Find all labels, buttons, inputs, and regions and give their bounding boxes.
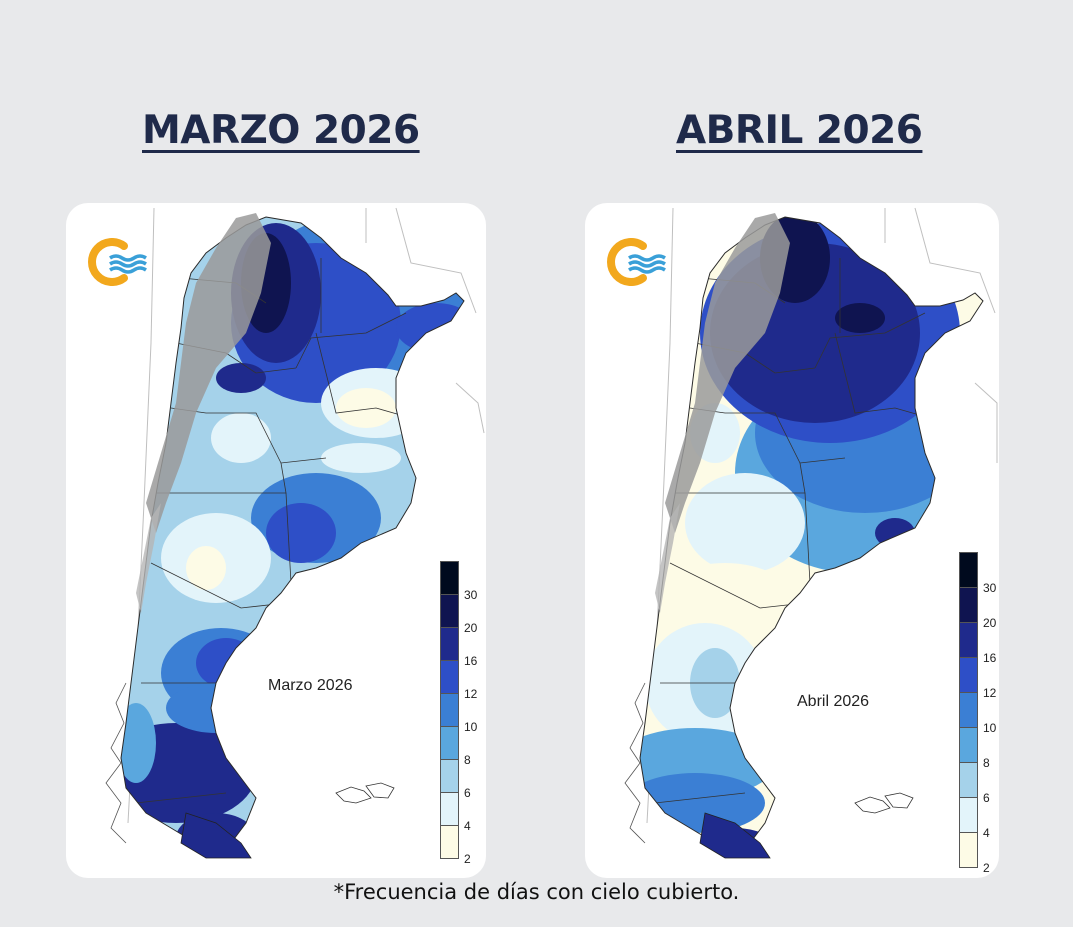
legend-tick-label: 12 [983,686,997,700]
legend-tick-label: 20 [464,621,478,635]
legend-tick-label: 30 [464,588,478,602]
legend-tick-label: 4 [464,819,471,833]
legend-tick-label: 12 [464,687,478,701]
legend-tick-label: 2 [983,861,990,875]
legend-swatch [959,657,978,693]
april-map-label: Abril 2026 [797,693,870,710]
march-map-label: Marzo 2026 [268,677,353,694]
legend-tick-label: 2 [464,852,471,866]
legend-swatch [959,552,978,588]
malvinas-islands [335,782,395,804]
legend-swatch [440,594,459,628]
legend-swatch [959,797,978,833]
legend-tick-label: 16 [464,654,478,668]
march-map-card: Marzo 2026 30 20 16 12 10 8 6 4 2 [66,203,486,878]
legend-swatch [959,692,978,728]
april-isopleth-fill [640,217,983,843]
legend-tick-label: 6 [983,791,990,805]
april-map-card: Abril 2026 30 20 16 12 10 8 6 4 2 [585,203,999,878]
andes-relief [146,213,271,533]
legend-swatch [440,693,459,727]
legend-swatch [959,622,978,658]
march-cloud-frequency-map [105,207,485,859]
andes-relief [665,213,790,533]
legend-swatch [959,727,978,763]
legend-tick-label: 16 [983,651,997,665]
legend-color-bar [440,561,459,859]
legend-swatch [440,561,459,595]
legend-tick-label: 10 [464,720,478,734]
april-heading: ABRIL 2026 [676,108,923,153]
legend-swatch [440,759,459,793]
legend-swatch [440,627,459,661]
legend-swatch [440,792,459,826]
malvinas-islands [854,792,914,814]
legend-swatch [440,660,459,694]
footnote: *Frecuencia de días con cielo cubierto. [333,880,740,904]
legend-swatch [959,832,978,868]
legend-tick-label: 10 [983,721,997,735]
legend-swatch [440,825,459,859]
legend-swatch [959,762,978,798]
march-heading: MARZO 2026 [142,108,420,153]
legend-tick-label: 30 [983,581,997,595]
legend-tick-label: 8 [983,756,990,770]
legend-swatch [440,726,459,760]
legend-tick-label: 4 [983,826,990,840]
smn-logo-icon [607,238,667,290]
legend-color-bar [959,552,978,868]
legend-tick-label: 6 [464,786,471,800]
smn-logo-icon [88,238,148,290]
legend-swatch [959,587,978,623]
march-isopleth-fill [121,217,464,843]
legend-tick-label: 20 [983,616,997,630]
april-cloud-frequency-map [624,207,998,859]
legend-tick-label: 8 [464,753,471,767]
